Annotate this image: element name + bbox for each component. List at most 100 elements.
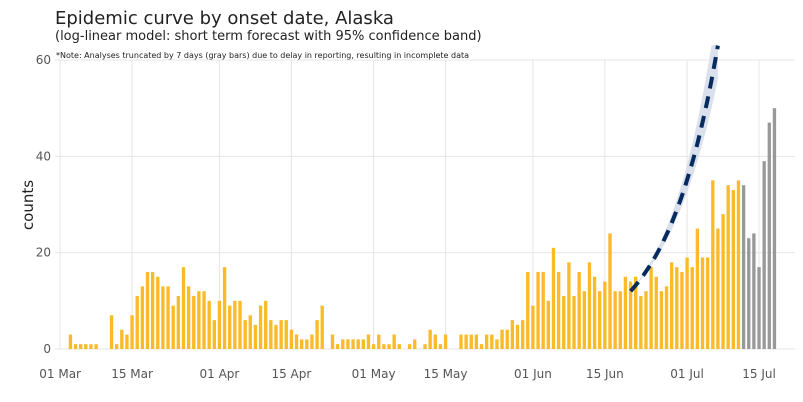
bar bbox=[546, 300, 551, 349]
y-tick-label: 60 bbox=[36, 53, 51, 67]
bar bbox=[726, 185, 730, 349]
truncated-bar bbox=[757, 267, 761, 349]
y-tick-label: 40 bbox=[36, 149, 51, 163]
bar bbox=[387, 344, 391, 349]
bar bbox=[68, 334, 73, 349]
bar bbox=[197, 291, 201, 349]
bar bbox=[413, 339, 417, 349]
bar bbox=[371, 344, 376, 349]
bar bbox=[536, 271, 540, 349]
x-tick-label: 15 Jun bbox=[586, 367, 624, 381]
bar bbox=[171, 305, 175, 349]
bar bbox=[84, 344, 88, 349]
bar bbox=[202, 291, 206, 349]
bar bbox=[176, 296, 181, 349]
bar bbox=[505, 329, 509, 349]
bar bbox=[490, 334, 494, 349]
bar bbox=[140, 286, 145, 349]
bar bbox=[109, 315, 114, 349]
bar bbox=[89, 344, 93, 349]
bar bbox=[464, 334, 468, 349]
bar bbox=[145, 271, 150, 349]
bar bbox=[346, 339, 350, 349]
bar bbox=[135, 296, 139, 349]
bar bbox=[659, 291, 664, 349]
bar bbox=[79, 344, 83, 349]
bar bbox=[166, 286, 170, 349]
bar bbox=[228, 305, 232, 349]
x-tick-label: 01 Apr bbox=[200, 367, 240, 381]
bar bbox=[531, 305, 535, 349]
bar bbox=[459, 334, 463, 349]
bar bbox=[433, 334, 437, 349]
bar bbox=[366, 334, 371, 349]
bar bbox=[628, 281, 633, 349]
axis-label-layer: 0 20 40 60 01 Mar 15 Mar 01 Apr 15 Apr 01 May 15 … bbox=[36, 53, 776, 381]
confidence-band-layer bbox=[630, 45, 718, 292]
chart-note: *Note: Analyses truncated by 7 days (gra… bbox=[56, 51, 470, 60]
y-tick-label: 0 bbox=[43, 342, 51, 356]
bar bbox=[721, 214, 725, 349]
bar bbox=[562, 296, 566, 349]
bar bbox=[407, 344, 412, 349]
bar bbox=[603, 281, 607, 349]
bar bbox=[731, 190, 736, 349]
bar bbox=[120, 329, 124, 349]
truncated-bar bbox=[772, 108, 777, 350]
bar bbox=[695, 228, 700, 349]
bar bbox=[294, 334, 299, 349]
bar bbox=[654, 276, 658, 349]
bar bbox=[233, 300, 237, 349]
bar bbox=[299, 339, 304, 349]
bar bbox=[577, 271, 581, 349]
bar bbox=[243, 320, 247, 349]
bar bbox=[264, 300, 268, 349]
forecast-line bbox=[629, 45, 720, 293]
bar bbox=[207, 300, 211, 349]
bar bbox=[582, 291, 586, 349]
bar bbox=[484, 334, 489, 349]
bar bbox=[608, 233, 612, 349]
bar bbox=[428, 329, 432, 349]
y-tick-label: 20 bbox=[36, 246, 51, 260]
bar bbox=[526, 271, 530, 349]
chart-subtitle: (log-linear model: short term forecast w… bbox=[55, 29, 482, 44]
bar bbox=[150, 271, 155, 349]
bar bbox=[495, 339, 499, 349]
bar bbox=[305, 339, 309, 349]
bar bbox=[258, 305, 263, 349]
bar bbox=[598, 291, 602, 349]
bar bbox=[253, 324, 258, 349]
x-tick-label: 15 Jul bbox=[742, 367, 776, 381]
bar bbox=[587, 262, 592, 349]
bar bbox=[705, 257, 710, 349]
bar bbox=[289, 329, 294, 349]
x-tick-label: 15 Apr bbox=[271, 367, 311, 381]
bar bbox=[479, 344, 484, 349]
bar bbox=[639, 296, 643, 349]
bar bbox=[592, 276, 597, 349]
truncated-bar bbox=[767, 122, 771, 349]
bar bbox=[130, 315, 134, 349]
bar bbox=[377, 334, 381, 349]
bar bbox=[567, 262, 571, 349]
bar bbox=[274, 324, 278, 349]
bar bbox=[613, 291, 617, 349]
bar bbox=[649, 267, 653, 349]
y-axis-label: counts bbox=[19, 180, 37, 230]
confidence-band bbox=[630, 45, 718, 292]
bar bbox=[623, 276, 628, 349]
bar bbox=[474, 334, 479, 349]
bar bbox=[238, 300, 242, 349]
bar bbox=[181, 267, 186, 349]
bar bbox=[315, 320, 319, 349]
forecast-line-layer bbox=[629, 45, 720, 293]
bar bbox=[556, 271, 561, 349]
bar bbox=[320, 305, 324, 349]
bar bbox=[551, 247, 556, 349]
truncated-bar bbox=[762, 161, 766, 349]
bar bbox=[664, 286, 669, 349]
bar bbox=[94, 344, 98, 349]
bar bbox=[423, 344, 427, 349]
bar bbox=[711, 180, 715, 349]
